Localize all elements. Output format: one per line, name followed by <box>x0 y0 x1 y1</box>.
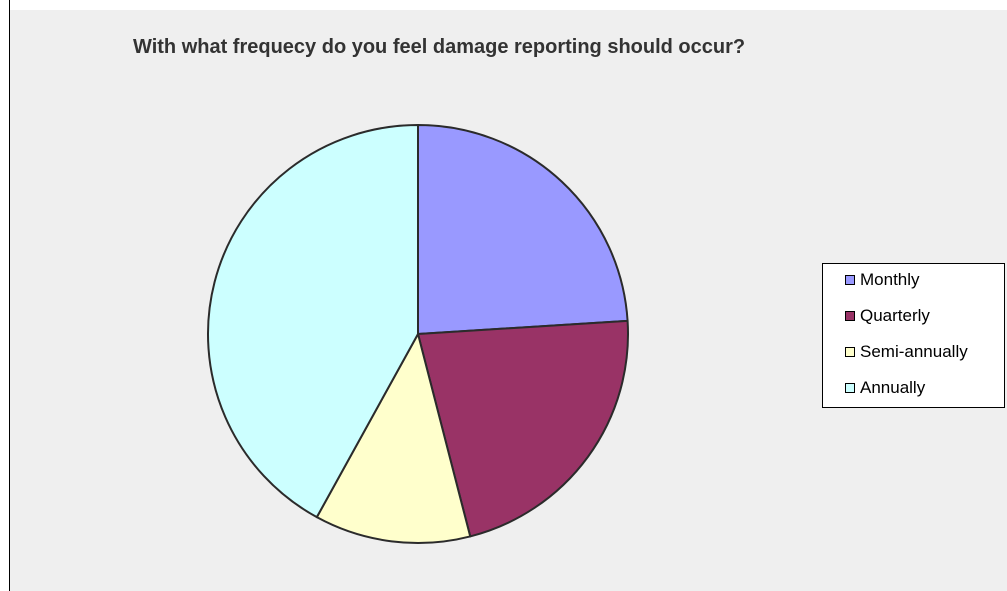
legend-item-quarterly: Quarterly <box>845 306 930 326</box>
legend-item-monthly: Monthly <box>845 270 920 290</box>
legend-swatch-monthly <box>845 275 855 285</box>
legend-item-annually: Annually <box>845 378 925 398</box>
legend-swatch-quarterly <box>845 311 855 321</box>
pie-slice-semi-annually <box>315 333 472 544</box>
pie-slice-monthly <box>417 124 629 335</box>
chart-left-border <box>9 0 10 591</box>
legend-label-quarterly: Quarterly <box>860 306 930 325</box>
pie-slice-quarterly <box>417 319 629 538</box>
pie-slice-annually <box>207 124 419 519</box>
chart-legend: Monthly Quarterly Semi-annually Annually <box>822 263 1005 408</box>
chart-title: With what frequecy do you feel damage re… <box>133 36 746 58</box>
legend-label-semi-annually: Semi-annually <box>860 342 968 361</box>
legend-swatch-annually <box>845 383 855 393</box>
legend-item-semi-annually: Semi-annually <box>845 342 968 362</box>
legend-label-annually: Annually <box>860 378 926 397</box>
legend-label-monthly: Monthly <box>860 270 920 289</box>
legend-swatch-semi-annually <box>845 347 855 357</box>
